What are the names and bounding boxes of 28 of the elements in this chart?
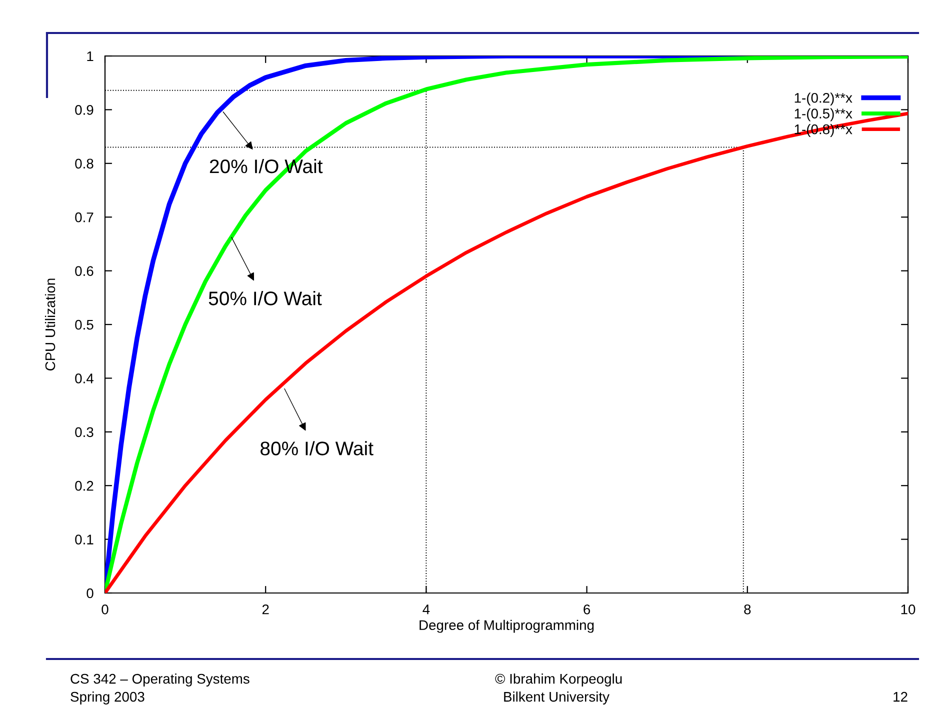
x-tick-label: 10 xyxy=(901,604,916,614)
text: 12 xyxy=(894,692,908,702)
annotation: 50% I/O Wait xyxy=(208,291,322,306)
y-tick-label: 0.6 xyxy=(75,266,94,276)
y-tick-label: 1 xyxy=(87,51,94,62)
x-axis-title: Degree of Multiprogramming xyxy=(420,620,594,633)
text: Bilkent University xyxy=(504,692,610,704)
y-tick-label: 0.9 xyxy=(75,105,94,115)
y-tick-label: 0.4 xyxy=(75,374,94,384)
y-tick-label: 0.3 xyxy=(75,427,94,438)
y-axis-title: CPU Utilization xyxy=(44,278,56,370)
annotation: 80% I/O Wait xyxy=(260,441,374,456)
y-tick-label: 0.2 xyxy=(75,480,94,491)
x-tick-label: 0 xyxy=(102,604,108,614)
text: © Ibrahim Korpeoglu xyxy=(495,674,622,686)
y-tick-label: 0.8 xyxy=(75,158,94,169)
x-tick-label: 4 xyxy=(422,604,430,614)
y-tick-label: 0.5 xyxy=(75,320,94,330)
y-tick-label: 0.1 xyxy=(75,534,94,544)
x-tick-label: 6 xyxy=(584,604,590,614)
legend-label: 1-(0.5)**x xyxy=(794,108,852,122)
legend-label: 1-(0.2)**x xyxy=(794,92,852,106)
text: Spring 2003 xyxy=(70,692,144,704)
y-tick-label: 0 xyxy=(86,588,94,598)
x-tick-label: 8 xyxy=(744,604,751,614)
text: CS 342 – Operating Systems xyxy=(70,674,250,686)
y-tick-label: 0.7 xyxy=(75,212,94,222)
x-tick-label: 2 xyxy=(262,604,269,614)
